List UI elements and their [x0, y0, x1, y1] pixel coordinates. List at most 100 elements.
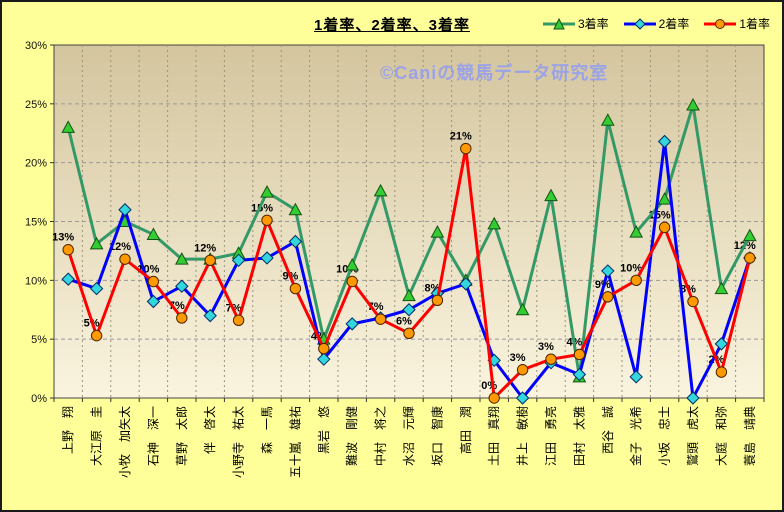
circle-marker-icon [403, 327, 415, 339]
circle-marker-icon [573, 348, 586, 361]
circle-marker-icon [318, 342, 330, 355]
x-category-label: 鷲頭 虎太 [685, 406, 700, 466]
triangle-marker-icon [89, 236, 104, 250]
data-label: 0% [481, 380, 497, 392]
triangle-marker-icon [373, 183, 388, 197]
x-category-label: 金子 光希 [628, 406, 643, 466]
circle-marker-icon [62, 244, 74, 256]
triangle-marker-icon [714, 281, 729, 295]
triangle-marker-icon [402, 288, 416, 302]
circle-marker-icon [232, 314, 245, 327]
data-label: 12% [194, 242, 216, 254]
circle-marker-icon [261, 214, 273, 227]
x-category-label: 伴 啓太 [202, 406, 217, 454]
legend-line-triangle-icon [542, 17, 575, 29]
x-category-label: 上野 翔 [61, 406, 75, 454]
diamond-marker-icon [601, 264, 615, 278]
diamond-marker-icon [118, 203, 132, 217]
legend-line-diamond-icon [623, 17, 656, 30]
x-category-label: 大江原 圭 [90, 406, 104, 466]
data-label: 7% [368, 301, 384, 313]
legend-item-1st-rate: 1着率 [703, 15, 770, 32]
x-category-label: 坂口 智康 [429, 406, 444, 466]
triangle-marker-icon [553, 17, 565, 29]
series-2着率 [61, 134, 757, 405]
triangle-marker-icon [146, 227, 161, 240]
x-category-label: 小野寺 祐太 [231, 406, 246, 478]
diamond-marker-icon [345, 317, 359, 331]
circle-marker-icon [602, 291, 614, 303]
diamond-marker-icon [629, 370, 643, 384]
data-label: 12% [109, 241, 131, 253]
data-label: 3% [538, 341, 554, 353]
x-category-label: 小牧 加矢太 [117, 406, 132, 478]
diamond-marker-icon [61, 272, 75, 286]
diamond-marker-icon [175, 279, 189, 293]
legend-label-1st-rate: 1着率 [739, 17, 770, 31]
legend: 3着率 2着率 1着率 [542, 15, 770, 32]
x-category-label: 井上 敏樹 [515, 406, 530, 466]
circle-marker-icon [630, 274, 642, 287]
diamond-marker-icon [714, 337, 729, 351]
data-label: 7% [169, 300, 185, 312]
y-tick-label: 25% [25, 99, 47, 111]
diamond-marker-icon [317, 352, 331, 366]
circle-marker-icon [658, 221, 671, 234]
circle-marker-icon [715, 18, 726, 29]
y-tick-label: 10% [25, 275, 47, 287]
y-tick-label: 15% [25, 217, 47, 229]
legend-item-3rd-rate: 3着率 [542, 15, 609, 32]
circle-marker-icon [346, 275, 358, 288]
y-tick-label: 5% [31, 334, 47, 346]
x-category-label: 小坂 忠士 [658, 406, 672, 466]
diamond-marker-icon [146, 294, 161, 309]
x-category-label: 高田 潤 [458, 406, 473, 454]
circle-marker-icon [90, 329, 103, 342]
x-category-label: 田村 太雅 [571, 406, 586, 466]
series-1着率 [62, 142, 756, 404]
circle-marker-icon [176, 312, 188, 324]
diamond-marker-icon [657, 134, 672, 149]
triangle-marker-icon [657, 192, 672, 205]
diamond-marker-icon [459, 277, 473, 291]
x-category-label: 大庭 和弥 [713, 406, 728, 466]
circle-marker-icon [119, 253, 131, 265]
x-category-label: 難波 剛健 [344, 406, 359, 466]
triangle-marker-icon [174, 252, 189, 265]
x-category-label: 中村 将之 [373, 406, 388, 466]
legend-line-circle-icon [704, 18, 737, 29]
x-category-label: 五十嵐 雄祐 [287, 406, 302, 478]
triangle-marker-icon [345, 257, 360, 271]
circle-marker-icon [460, 142, 472, 155]
diamond-marker-icon [203, 308, 217, 323]
diamond-marker-icon [288, 234, 303, 249]
x-category-label: 黒岩 悠 [316, 406, 331, 454]
triangle-marker-icon [430, 225, 445, 238]
circle-marker-icon [687, 295, 699, 308]
triangle-marker-icon [487, 216, 502, 230]
diamond-marker-icon [633, 17, 646, 30]
x-category-label: 西谷 誠 [601, 406, 615, 454]
y-tick-label: 0% [31, 393, 47, 405]
x-category-label: 石神 深一 [146, 406, 160, 466]
triangle-marker-icon [288, 202, 303, 216]
diamond-marker-icon [515, 391, 530, 405]
data-label: 3% [510, 352, 526, 364]
diamond-marker-icon [260, 251, 274, 265]
x-category-label: 森 一馬 [259, 406, 274, 454]
circle-marker-icon [744, 252, 756, 264]
x-category-label: 土田 真翔 [487, 406, 501, 466]
circle-marker-icon [374, 313, 387, 325]
triangle-marker-icon [61, 120, 76, 133]
diamond-marker-icon [402, 303, 416, 317]
x-category-label: 草野 太郎 [174, 406, 189, 466]
diamond-marker-icon [89, 281, 104, 296]
diamond-marker-icon [231, 253, 246, 268]
circle-marker-icon [289, 282, 302, 295]
circle-marker-icon [488, 392, 500, 404]
x-category-label: 水沼 元輝 [402, 406, 416, 466]
triangle-marker-icon [629, 225, 644, 238]
y-tick-label: 30% [25, 40, 47, 52]
